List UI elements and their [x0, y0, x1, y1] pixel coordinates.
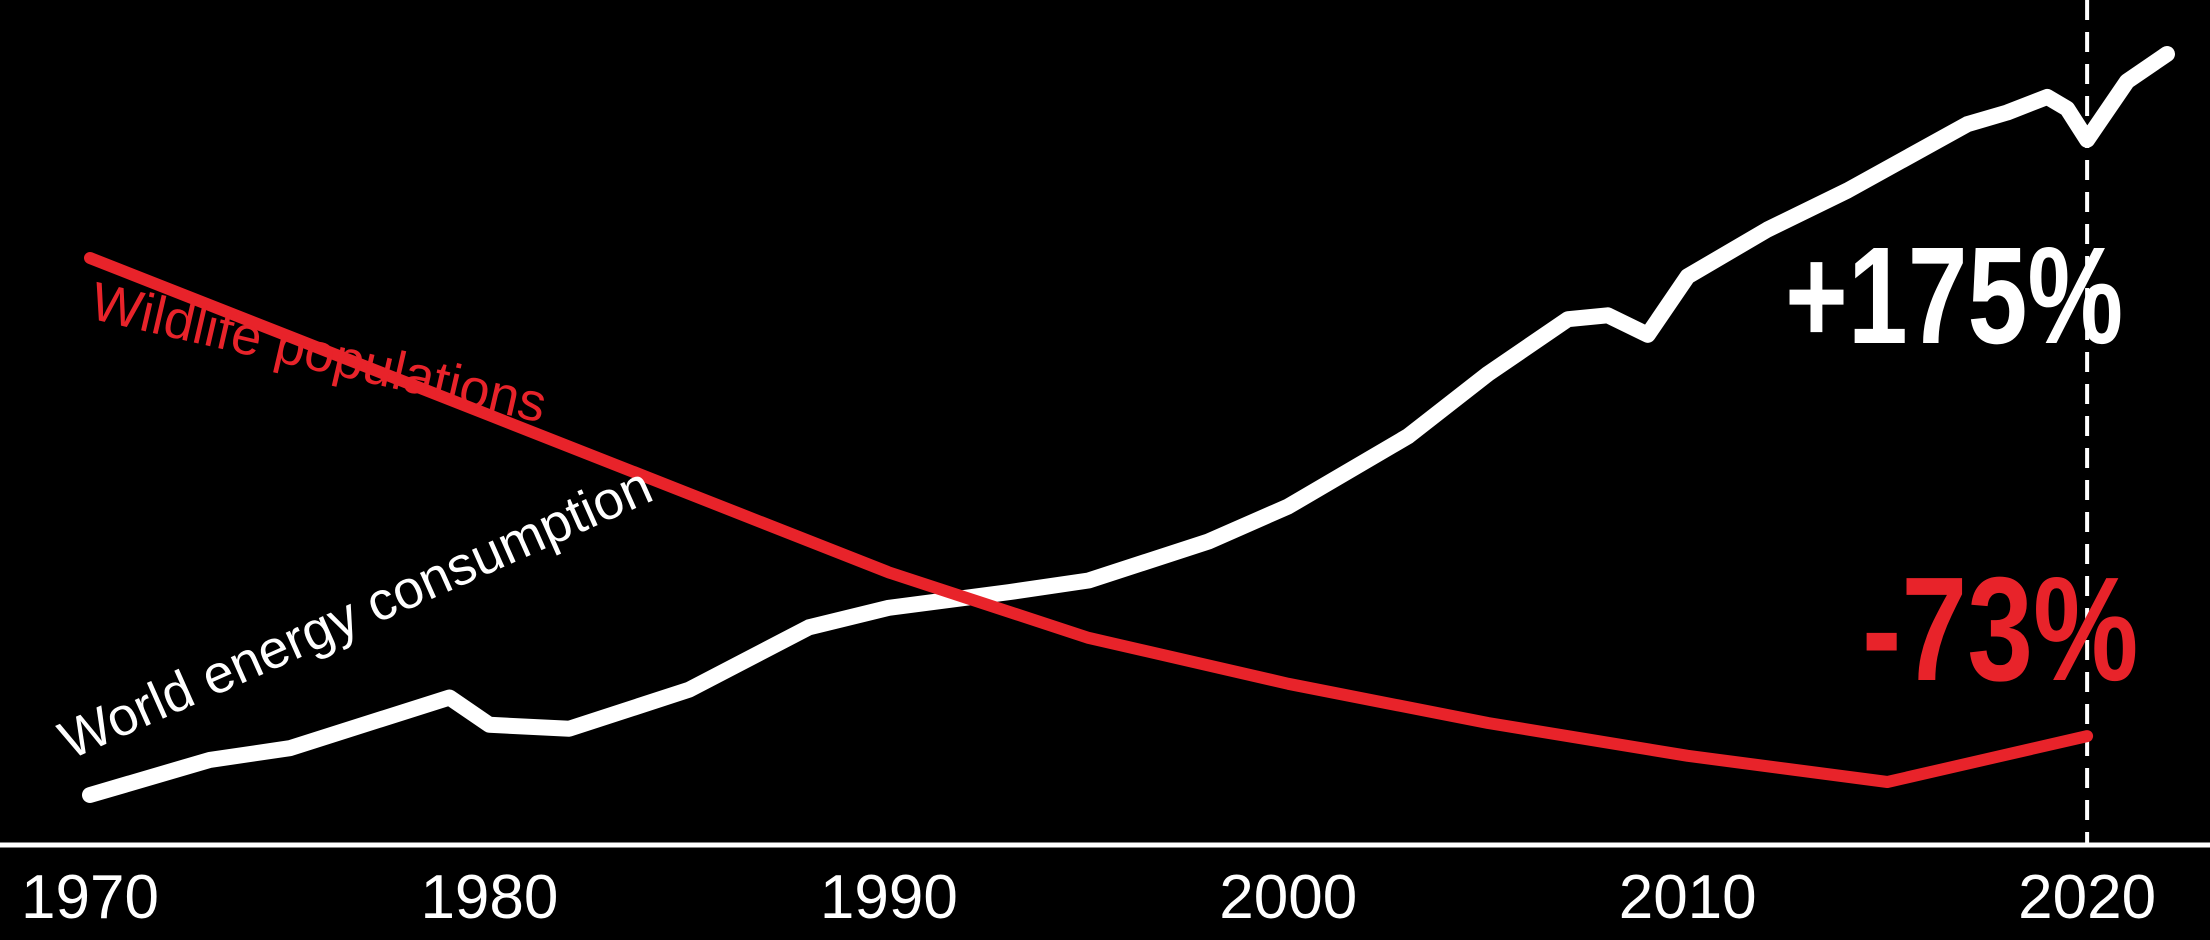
chart-marks [82, 0, 2175, 845]
energy-change-label: +175% [1785, 219, 2123, 373]
x-tick-label: 2020 [2018, 863, 2156, 932]
x-tick-label: 1980 [420, 863, 558, 932]
series-line-energy [82, 46, 2175, 803]
x-axis: 1970 1980 1990 2000 2010 2020 [0, 842, 2210, 932]
x-tick-label: 2010 [1619, 863, 1757, 932]
x-tick-label: 1990 [820, 863, 958, 932]
x-tick-label: 2000 [1219, 863, 1357, 932]
series-line-wildlife [84, 252, 2094, 788]
wildlife-change-label: -73% [1862, 547, 2138, 712]
x-tick-label: 1970 [21, 863, 159, 932]
